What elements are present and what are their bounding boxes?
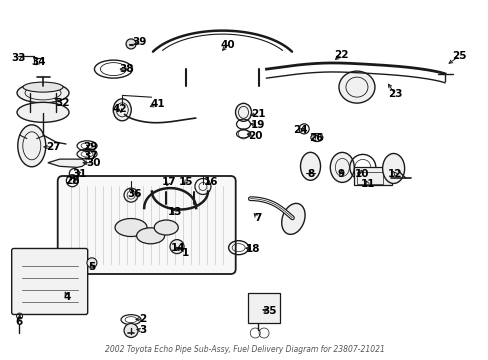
- Text: 17: 17: [161, 177, 176, 187]
- Circle shape: [124, 324, 138, 337]
- Text: 20: 20: [247, 131, 262, 141]
- Ellipse shape: [154, 220, 178, 235]
- Text: 37: 37: [83, 150, 98, 161]
- Ellipse shape: [281, 203, 305, 234]
- Text: 2002 Toyota Echo Pipe Sub-Assy, Fuel Delivery Diagram for 23807-21021: 2002 Toyota Echo Pipe Sub-Assy, Fuel Del…: [104, 345, 384, 354]
- Text: 1: 1: [182, 248, 189, 258]
- FancyBboxPatch shape: [58, 176, 235, 274]
- Ellipse shape: [300, 152, 320, 180]
- Text: 14: 14: [171, 243, 185, 253]
- Ellipse shape: [235, 103, 251, 121]
- FancyBboxPatch shape: [12, 248, 87, 315]
- Text: 35: 35: [262, 306, 277, 316]
- Ellipse shape: [18, 125, 46, 167]
- Text: 6: 6: [15, 317, 22, 327]
- Ellipse shape: [17, 83, 69, 103]
- Text: 39: 39: [132, 37, 146, 48]
- Text: 19: 19: [250, 120, 265, 130]
- Text: 12: 12: [387, 168, 402, 179]
- Bar: [353, 167, 391, 185]
- Ellipse shape: [17, 102, 69, 122]
- Ellipse shape: [136, 228, 164, 244]
- Circle shape: [170, 240, 183, 253]
- Polygon shape: [48, 159, 87, 167]
- Text: 29: 29: [83, 142, 98, 152]
- Circle shape: [87, 258, 97, 268]
- Text: 33: 33: [11, 53, 26, 63]
- Text: 2: 2: [139, 314, 146, 324]
- Text: 27: 27: [46, 142, 61, 152]
- Text: 31: 31: [72, 168, 86, 179]
- Text: 21: 21: [250, 109, 265, 120]
- Text: 38: 38: [119, 64, 133, 74]
- Text: 32: 32: [55, 98, 70, 108]
- Text: 10: 10: [354, 168, 368, 179]
- Text: 5: 5: [88, 262, 95, 272]
- Text: 16: 16: [203, 177, 218, 187]
- Text: 15: 15: [178, 177, 193, 187]
- Text: 40: 40: [220, 40, 234, 50]
- Text: 3: 3: [139, 325, 146, 336]
- Text: 9: 9: [337, 168, 344, 179]
- Text: 7: 7: [253, 213, 261, 223]
- Bar: [248, 293, 280, 323]
- Ellipse shape: [382, 153, 404, 184]
- Text: 18: 18: [245, 244, 260, 254]
- Ellipse shape: [113, 99, 131, 121]
- Text: 11: 11: [360, 179, 374, 189]
- Text: 25: 25: [451, 51, 466, 61]
- Text: 24: 24: [293, 125, 307, 135]
- Text: 36: 36: [127, 189, 142, 199]
- Text: 23: 23: [387, 89, 402, 99]
- Text: 4: 4: [63, 292, 71, 302]
- Text: 22: 22: [333, 50, 348, 60]
- Text: 26: 26: [309, 132, 324, 143]
- Text: 28: 28: [65, 176, 80, 186]
- Text: 13: 13: [167, 207, 182, 217]
- Text: 34: 34: [32, 57, 46, 67]
- Text: 42: 42: [112, 104, 127, 114]
- Circle shape: [126, 39, 136, 49]
- Bar: [356, 172, 382, 184]
- Text: 30: 30: [86, 158, 101, 168]
- Ellipse shape: [23, 82, 63, 92]
- Ellipse shape: [338, 71, 374, 103]
- Ellipse shape: [329, 152, 354, 183]
- Ellipse shape: [115, 219, 147, 237]
- Text: 41: 41: [150, 99, 164, 109]
- Text: 8: 8: [306, 168, 313, 179]
